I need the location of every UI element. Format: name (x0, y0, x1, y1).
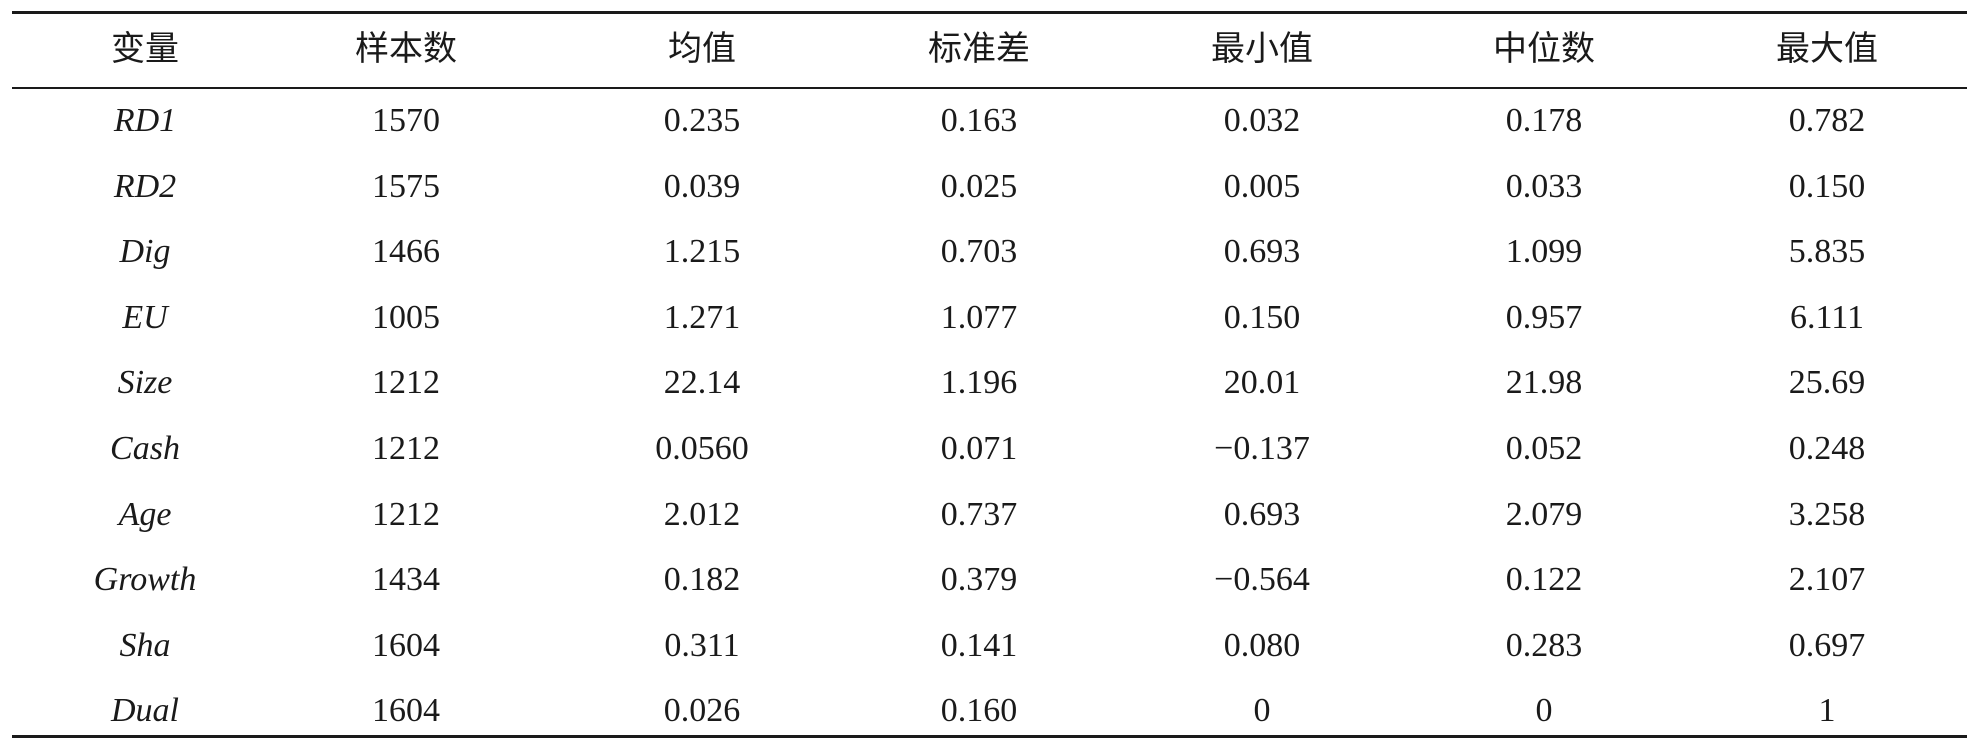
table-cell: 0.379 (940, 561, 1018, 599)
variable-name: RD2 (113, 167, 177, 205)
table-cell: 21.98 (1505, 364, 1583, 402)
table-cell: 0.071 (940, 430, 1018, 467)
variable-name: Dig (119, 233, 171, 271)
table-cell: 0.052 (1505, 430, 1583, 467)
variable-name: Sha (119, 626, 171, 664)
table-cell: 0.150 (1788, 167, 1866, 205)
table-cell: 1.099 (1505, 233, 1583, 271)
variable-name: Age (118, 495, 172, 533)
table-cell: 22.14 (663, 364, 741, 402)
bottom-rule (12, 735, 1967, 738)
header-cell: 均值 (668, 31, 736, 68)
table-cell: 1005 (372, 298, 440, 336)
table-cell: 1 (1818, 692, 1836, 730)
header-cell: 标准差 (928, 31, 1030, 68)
variable-name: Cash (110, 430, 180, 467)
table-cell: 1575 (372, 167, 440, 205)
table-cell: 0.080 (1223, 626, 1301, 664)
table-cell: 1212 (372, 495, 440, 533)
variable-name: Dual (111, 692, 179, 730)
table-cell: 0.248 (1788, 430, 1866, 467)
table-cell: 0.0560 (655, 430, 749, 467)
table-cell: 0.122 (1505, 561, 1583, 599)
table-cell: 1434 (372, 561, 440, 599)
table-cell: 6.111 (1790, 298, 1864, 336)
table-cell: 0.026 (663, 692, 741, 730)
variable-name: EU (122, 298, 168, 336)
variable-name: Size (117, 364, 173, 402)
table-cell: 1.271 (663, 298, 741, 336)
table-cell: 3.258 (1788, 495, 1866, 533)
header-cell: 最大值 (1776, 31, 1878, 68)
table-cell: 20.01 (1223, 364, 1301, 402)
table-cell: 1466 (372, 233, 440, 271)
variable-name: RD1 (113, 102, 177, 139)
table-cell: 0 (1535, 692, 1553, 730)
table-cell: 0.697 (1788, 626, 1866, 664)
header-cell: 样本数 (355, 31, 457, 68)
table-cell: 2.079 (1505, 495, 1583, 533)
table-cell: 1212 (372, 430, 440, 467)
table-cell: 0.039 (663, 167, 741, 205)
table-cell: 0.737 (940, 495, 1018, 533)
table-cell: 0.182 (663, 561, 741, 599)
table-cell: 1.077 (940, 298, 1018, 336)
header-cell: 最小值 (1211, 31, 1313, 68)
header-cell: 中位数 (1493, 31, 1595, 68)
table-cell: −0.564 (1214, 561, 1310, 599)
table-cell: 0.235 (663, 102, 741, 139)
table-cell: 0.032 (1223, 102, 1301, 139)
table-cell: 1.196 (940, 364, 1018, 402)
table-cell: 0 (1253, 692, 1271, 730)
table-cell: 2.012 (663, 495, 741, 533)
table-cell: 0.005 (1223, 167, 1301, 205)
table-cell: 0.703 (940, 233, 1018, 271)
table-cell: 0.025 (940, 167, 1018, 205)
top-rule (12, 11, 1967, 14)
table-cell: 0.283 (1505, 626, 1583, 664)
table-cell: 1212 (372, 364, 440, 402)
table-cell: 0.178 (1505, 102, 1583, 139)
table-cell: 0.957 (1505, 298, 1583, 336)
header-rule (12, 87, 1967, 89)
table-cell: 1604 (372, 692, 440, 730)
table-cell: 1604 (372, 626, 440, 664)
table-cell: 1.215 (663, 233, 741, 271)
variable-name: Growth (93, 561, 197, 599)
table-cell: 0.782 (1788, 102, 1866, 139)
table-cell: 1570 (372, 102, 440, 139)
table-cell: 0.141 (940, 626, 1018, 664)
table-cell: 0.693 (1223, 495, 1301, 533)
table-cell: 0.311 (664, 626, 740, 664)
table-cell: 25.69 (1788, 364, 1866, 402)
table-cell: 2.107 (1788, 561, 1866, 599)
table-cell: −0.137 (1214, 430, 1310, 467)
table-cell: 0.033 (1505, 167, 1583, 205)
table-cell: 0.160 (940, 692, 1018, 730)
table-cell: 0.163 (940, 102, 1018, 139)
table-cell: 0.693 (1223, 233, 1301, 271)
table-cell: 5.835 (1788, 233, 1866, 271)
table-cell: 0.150 (1223, 298, 1301, 336)
header-cell: 变量 (111, 31, 179, 68)
